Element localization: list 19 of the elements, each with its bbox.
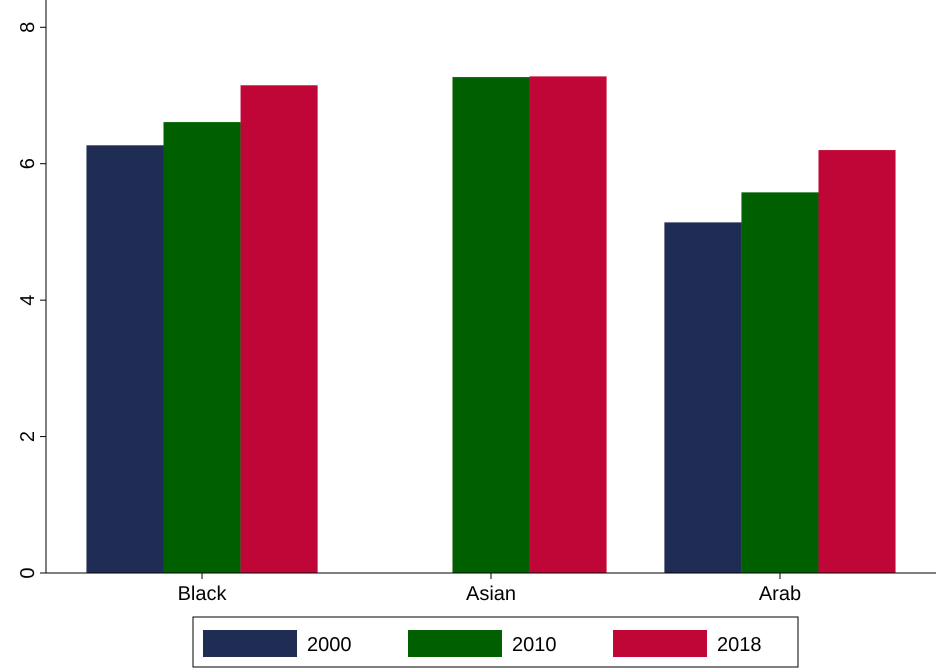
y-tick-label: 6	[17, 158, 39, 170]
y-tick-label: 2	[17, 431, 39, 442]
x-tick-label: Arab	[758, 583, 802, 605]
bar	[240, 85, 318, 573]
bar	[818, 150, 896, 573]
x-tick-label: Black	[178, 583, 228, 605]
bar	[164, 122, 241, 573]
legend-label: 2010	[512, 634, 556, 656]
bar	[664, 222, 742, 573]
bar	[530, 76, 607, 573]
legend-label: 2018	[717, 634, 762, 656]
y-tick-label: 4	[17, 294, 39, 306]
bar	[741, 192, 818, 573]
x-tick-label: Asian	[466, 583, 516, 605]
legend-label: 2000	[307, 634, 352, 656]
y-tick-label: 8	[17, 22, 39, 33]
bar	[86, 145, 164, 573]
bar	[452, 77, 530, 573]
y-tick-label: 0	[17, 567, 39, 579]
